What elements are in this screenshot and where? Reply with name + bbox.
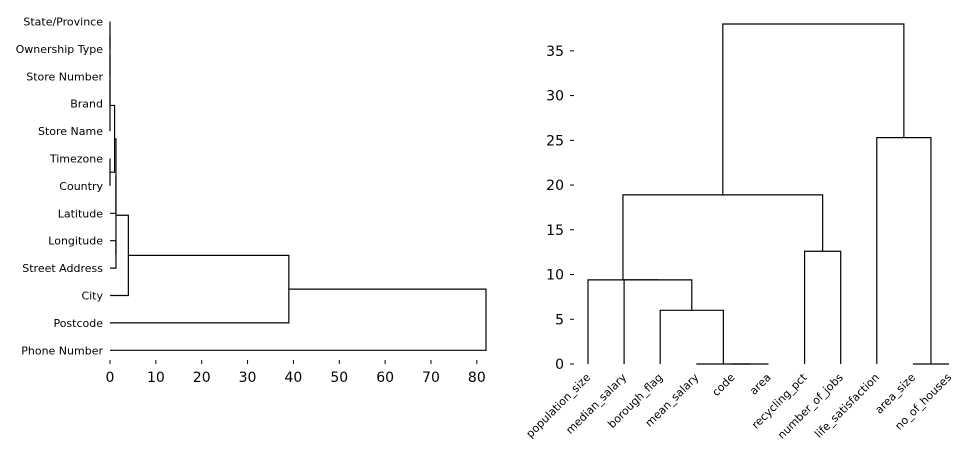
leaf-label-left-5: Timezone: [49, 153, 103, 166]
leaf-label-left-4: Store Name: [38, 125, 103, 138]
leaf-label-left-3: Brand: [70, 98, 103, 111]
link-left-11: [110, 288, 487, 351]
link-right-5: [587, 279, 658, 364]
xtick-label-3: 30: [239, 370, 257, 386]
leaf-label-right-7: number_of_jobs: [775, 371, 846, 442]
link-right-4: [623, 279, 693, 364]
link-right-6: [804, 250, 842, 364]
leaf-label-left-11: Postcode: [53, 317, 103, 330]
ytick-label-0: 0: [555, 357, 564, 373]
ytick-label-6: 30: [546, 89, 564, 105]
leaf-label-left-0: State/Province: [23, 16, 103, 29]
leaf-label-right-0: population_size: [524, 371, 594, 441]
ytick-label-4: 20: [546, 178, 564, 194]
leaf-label-left-2: Store Number: [26, 70, 103, 83]
xtick-label-0: 0: [106, 370, 115, 386]
ytick-label-5: 25: [546, 133, 564, 149]
leaf-label-left-9: Street Address: [22, 262, 103, 275]
xtick-label-4: 40: [285, 370, 303, 386]
leaf-label-left-7: Latitude: [58, 207, 104, 220]
link-left-9: [110, 214, 129, 297]
leaf-label-left-8: Longitude: [48, 235, 103, 248]
link-right-7: [622, 194, 824, 280]
link-right-8: [876, 137, 932, 364]
link-right-3: [659, 309, 724, 364]
ytick-label-1: 5: [555, 312, 564, 328]
leaf-label-right-8: life_satisfaction: [812, 371, 882, 441]
link-left-6: [110, 138, 117, 214]
xtick-label-7: 70: [422, 370, 440, 386]
link-left-5: [110, 104, 116, 173]
xtick-label-2: 20: [193, 370, 211, 386]
xtick-label-8: 80: [468, 370, 486, 386]
leaf-label-left-6: Country: [59, 180, 103, 193]
link-right-9: [722, 23, 905, 195]
leaf-label-left-1: Ownership Type: [16, 43, 104, 56]
ytick-label-2: 10: [546, 268, 564, 284]
xtick-label-1: 10: [147, 370, 165, 386]
xtick-label-5: 50: [330, 370, 348, 386]
leaf-label-right-5: area: [747, 371, 774, 398]
ytick-label-7: 35: [546, 44, 564, 60]
leaf-label-right-4: code: [710, 371, 738, 399]
link-left-10: [110, 254, 290, 324]
leaf-label-left-12: Phone Number: [21, 344, 103, 357]
ytick-label-3: 15: [546, 223, 564, 239]
xtick-label-6: 60: [376, 370, 394, 386]
leaf-label-left-10: City: [81, 290, 103, 303]
